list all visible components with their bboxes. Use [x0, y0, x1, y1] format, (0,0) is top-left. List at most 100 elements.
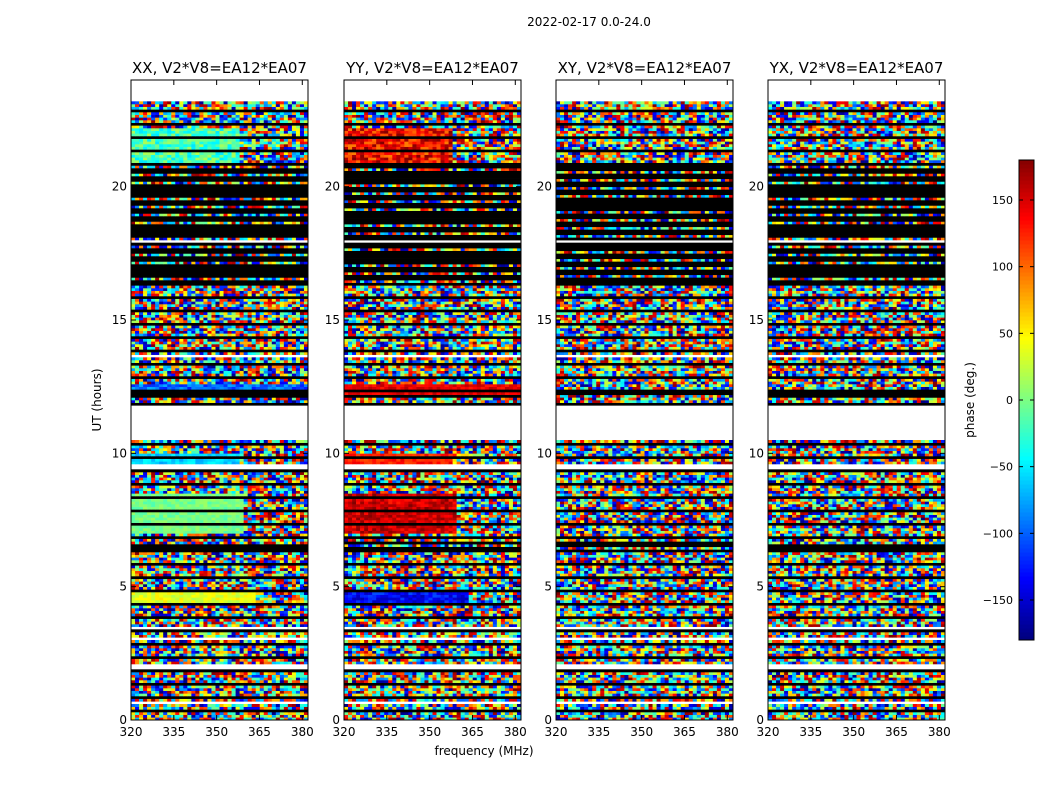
heatmap-cell — [191, 397, 196, 401]
heatmap-cell — [227, 554, 232, 558]
heatmap-cell — [235, 704, 240, 707]
heatmap-cell — [159, 525, 164, 529]
heatmap-cell — [211, 328, 216, 331]
heatmap-cell — [191, 325, 196, 329]
heatmap-cell — [171, 704, 176, 707]
heatmap-cell — [231, 621, 236, 625]
heatmap-cell — [135, 704, 140, 707]
heatmap-cell — [303, 261, 309, 265]
heatmap-cell — [147, 261, 152, 265]
heatmap-cell — [139, 498, 144, 502]
heatmap-cell — [151, 677, 156, 681]
heatmap-cell — [299, 533, 305, 537]
heatmap-cell — [167, 632, 172, 635]
heatmap-cell — [247, 538, 252, 542]
heatmap-cell — [243, 717, 248, 721]
heatmap-cell — [211, 314, 216, 318]
heatmap-cell — [155, 488, 160, 491]
heatmap-cell — [171, 501, 176, 505]
heatmap-cell — [203, 680, 208, 683]
heatmap-cell — [295, 541, 301, 545]
flagged-row — [131, 266, 308, 270]
heatmap-cell — [283, 498, 289, 502]
heatmap-cell — [199, 677, 204, 681]
heatmap-cell — [175, 293, 180, 297]
heatmap-cell — [223, 528, 228, 531]
heatmap-cell — [131, 530, 136, 534]
heatmap-cell — [151, 573, 156, 577]
heatmap-cell — [175, 314, 180, 318]
heatmap-cell — [139, 317, 144, 321]
heatmap-cell — [207, 346, 212, 350]
heatmap-cell — [159, 573, 164, 577]
heatmap-cell — [247, 373, 252, 377]
heatmap-cell — [231, 298, 236, 302]
heatmap-cell — [243, 461, 248, 465]
heatmap-cell — [195, 365, 200, 369]
heatmap-cell — [183, 352, 188, 355]
heatmap-cell — [179, 386, 184, 390]
heatmap-cell — [219, 717, 224, 721]
heatmap-cell — [179, 474, 184, 478]
heatmap-cell — [195, 498, 200, 502]
heatmap-cell — [215, 610, 220, 614]
heatmap-cell — [227, 680, 232, 683]
heatmap-cell — [159, 506, 164, 510]
heatmap-cell — [299, 338, 305, 342]
heatmap-cell — [167, 533, 172, 537]
heatmap-cell — [275, 384, 281, 387]
heatmap-cell — [167, 288, 172, 291]
heatmap-cell — [227, 386, 232, 390]
heatmap-cell — [155, 445, 160, 449]
heatmap-cell — [219, 568, 224, 571]
heatmap-cell — [159, 480, 164, 483]
heatmap-cell — [199, 712, 204, 715]
heatmap-cell — [135, 650, 140, 654]
heatmap-cell — [235, 328, 240, 331]
heatmap-cell — [299, 554, 305, 558]
heatmap-cell — [275, 381, 281, 385]
heatmap-cell — [247, 514, 252, 518]
heatmap-cell — [247, 658, 252, 662]
heatmap-cell — [175, 290, 180, 294]
heatmap-cell — [231, 301, 236, 305]
heatmap-cell — [271, 450, 277, 454]
heatmap-cell — [259, 530, 265, 534]
heatmap-cell — [299, 538, 305, 542]
flagged-row — [131, 336, 308, 339]
heatmap-cell — [223, 360, 228, 363]
heatmap-cell — [271, 480, 277, 483]
heatmap-cell — [235, 632, 240, 635]
heatmap-cell — [135, 397, 140, 401]
heatmap-cell — [183, 490, 188, 494]
heatmap-cell — [191, 688, 196, 691]
heatmap-cell — [299, 352, 305, 355]
heatmap-cell — [167, 450, 172, 454]
heatmap-cell — [279, 698, 285, 702]
heatmap-cell — [235, 605, 240, 609]
heatmap-cell — [203, 520, 208, 523]
heatmap-cell — [135, 328, 140, 331]
heatmap-cell — [219, 450, 224, 454]
heatmap-cell — [219, 517, 224, 521]
heatmap-cell — [275, 712, 281, 715]
heatmap-cell — [251, 498, 257, 502]
heatmap-cell — [163, 560, 168, 563]
heatmap-cell — [259, 352, 265, 355]
heatmap-cell — [147, 384, 152, 387]
heatmap-cell — [159, 261, 164, 265]
heatmap-cell — [267, 592, 273, 595]
heatmap-cell — [207, 290, 212, 294]
heatmap-cell — [271, 570, 277, 574]
heatmap-cell — [131, 597, 136, 601]
heatmap-cell — [231, 600, 236, 603]
heatmap-cell — [195, 488, 200, 491]
heatmap-cell — [175, 365, 180, 369]
heatmap-cell — [191, 698, 196, 702]
heatmap-cell — [135, 570, 140, 574]
heatmap-cell — [139, 301, 144, 305]
heatmap-cell — [287, 285, 293, 289]
heatmap-cell — [139, 632, 144, 635]
heatmap-cell — [239, 301, 244, 305]
